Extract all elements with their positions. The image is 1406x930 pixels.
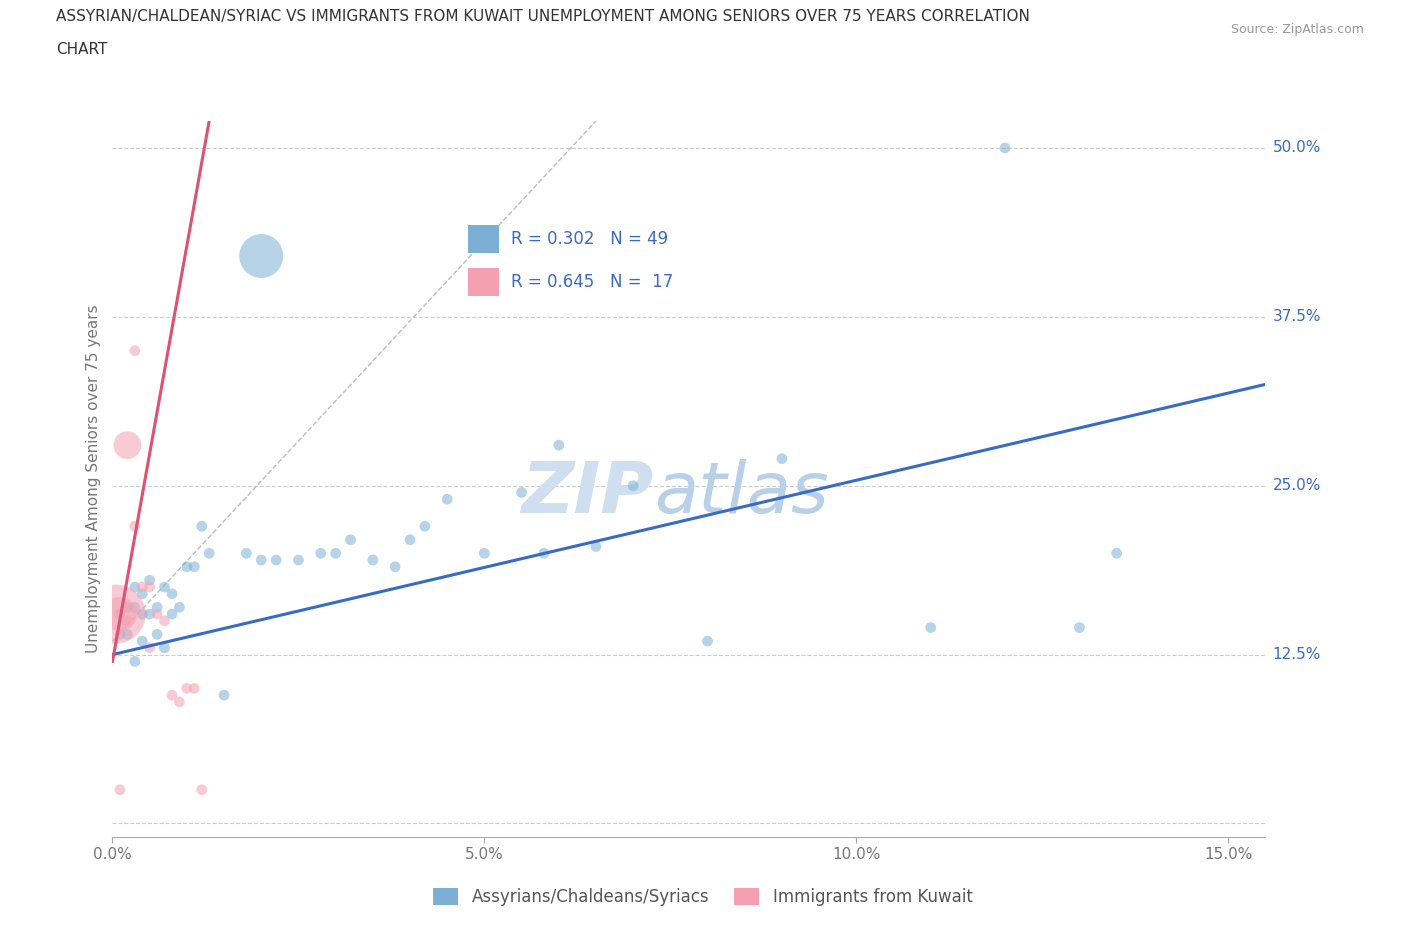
Point [413, 519, 436, 534]
Point [1105, 546, 1128, 561]
Point [153, 579, 176, 594]
Point [212, 687, 235, 702]
Text: R = 0.645   N =  17: R = 0.645 N = 17 [510, 273, 673, 291]
Point [124, 600, 146, 615]
Point [117, 438, 139, 453]
Point [1069, 620, 1091, 635]
Text: R = 0.302   N = 49: R = 0.302 N = 49 [510, 231, 668, 248]
Point [146, 600, 169, 615]
Point [176, 681, 198, 696]
Point [138, 606, 160, 621]
Point [138, 641, 160, 656]
Point [621, 478, 644, 493]
Point [160, 687, 183, 702]
Point [474, 546, 496, 561]
Point [250, 552, 273, 567]
Point [309, 546, 332, 561]
Text: atlas: atlas [654, 458, 830, 527]
Text: 50.0%: 50.0% [1272, 140, 1320, 155]
Point [361, 552, 384, 567]
Point [131, 586, 153, 601]
Point [287, 552, 309, 567]
Y-axis label: Unemployment Among Seniors over 75 years: Unemployment Among Seniors over 75 years [86, 305, 101, 653]
Point [585, 539, 607, 554]
Point [510, 485, 533, 500]
Text: 37.5%: 37.5% [1272, 310, 1320, 325]
Point [131, 633, 153, 648]
Text: ZIP: ZIP [522, 458, 654, 527]
Text: 12.5%: 12.5% [1272, 647, 1320, 662]
Text: 25.0%: 25.0% [1272, 478, 1320, 493]
Point [176, 559, 198, 574]
Point [198, 546, 221, 561]
Point [235, 546, 257, 561]
Point [105, 606, 128, 621]
Point [325, 546, 347, 561]
Bar [468, 225, 499, 253]
Bar [468, 268, 499, 296]
Point [153, 614, 176, 629]
Point [994, 140, 1017, 155]
Point [138, 579, 160, 594]
Point [131, 579, 153, 594]
Point [339, 532, 361, 547]
Text: CHART: CHART [56, 42, 108, 57]
Point [146, 627, 169, 642]
Point [124, 343, 146, 358]
Point [190, 782, 212, 797]
Point [183, 559, 205, 574]
Point [108, 606, 131, 621]
Point [108, 627, 131, 642]
Point [436, 492, 458, 507]
Text: Source: ZipAtlas.com: Source: ZipAtlas.com [1230, 23, 1364, 36]
Point [264, 552, 287, 567]
Point [533, 546, 555, 561]
Point [124, 579, 146, 594]
Point [160, 586, 183, 601]
Point [547, 438, 569, 453]
Point [153, 641, 176, 656]
Point [696, 633, 718, 648]
Point [399, 532, 422, 547]
Point [117, 614, 139, 629]
Point [131, 606, 153, 621]
Point [124, 519, 146, 534]
Point [117, 627, 139, 642]
Point [920, 620, 942, 635]
Point [250, 248, 273, 263]
Point [384, 559, 406, 574]
Point [108, 782, 131, 797]
Point [146, 606, 169, 621]
Legend: Assyrians/Chaldeans/Syriacs, Immigrants from Kuwait: Assyrians/Chaldeans/Syriacs, Immigrants … [427, 881, 979, 912]
Point [160, 606, 183, 621]
Point [183, 681, 205, 696]
Point [169, 695, 191, 710]
Point [124, 654, 146, 669]
Point [108, 606, 131, 621]
Point [138, 573, 160, 588]
Point [117, 600, 139, 615]
Text: ASSYRIAN/CHALDEAN/SYRIAC VS IMMIGRANTS FROM KUWAIT UNEMPLOYMENT AMONG SENIORS OV: ASSYRIAN/CHALDEAN/SYRIAC VS IMMIGRANTS F… [56, 9, 1031, 24]
Point [770, 451, 793, 466]
Point [190, 519, 212, 534]
Point [169, 600, 191, 615]
